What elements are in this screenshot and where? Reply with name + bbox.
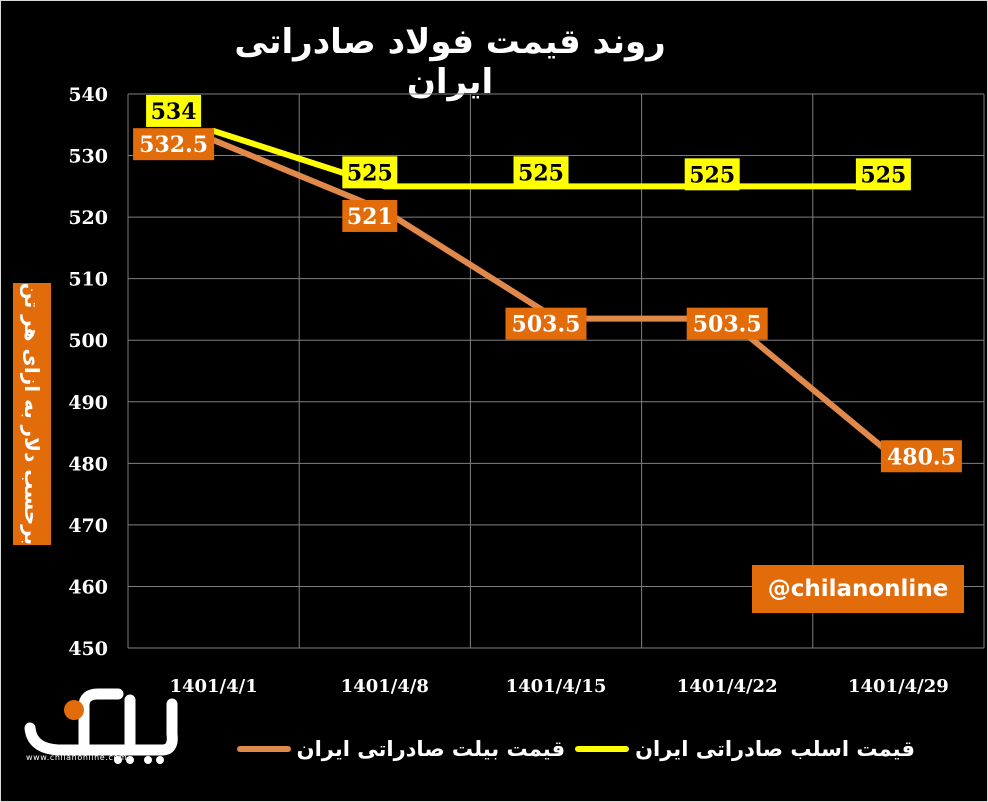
data-label-bg-billet-1 [342,199,398,232]
chart-legend: قیمت اسلب صادراتی ایران قیمت بیلت صادرات… [225,731,915,767]
data-label-bg-slab-2 [513,156,569,189]
data-label-bg-slab-0 [146,94,202,127]
data-label-slab-1: 525 [347,160,393,186]
y-tick-labels: 540 530 520 510 500 490 480 470 460 450 [68,84,108,660]
data-label-bg-billet-0 [133,128,215,161]
y-tick-label-470: 470 [68,515,108,537]
data-label-bg-billet-4 [880,440,962,473]
data-label-slab-3: 525 [689,162,735,188]
data-label-bg-billet-2 [505,307,587,340]
y-tick-label-540: 540 [68,84,108,106]
y-tick-label-510: 510 [68,269,108,291]
data-label-billet-1: 521 [347,204,393,230]
data-label-bg-slab-4 [855,158,911,191]
x-tick-label-0: 1401/4/1 [169,676,257,697]
legend-item-billet: قیمت بیلت صادراتی ایران [236,737,566,761]
y-tick-label-490: 490 [68,392,108,414]
data-label-billet-2: 503.5 [512,312,581,338]
chilan-logo [24,688,178,764]
x-tick-label-1: 1401/4/8 [341,676,429,697]
x-tick-label-3: 1401/4/22 [677,676,778,697]
legend-swatch-slab [575,746,630,752]
x-tick-label-2: 1401/4/15 [506,676,607,697]
legend-label-billet: قیمت بیلت صادراتی ایران [296,737,566,761]
data-label-slab-4: 525 [860,162,906,188]
data-label-slab-2: 525 [518,160,564,186]
x-tick-label-4: 1401/4/29 [848,676,949,697]
chart-title: روند قیمت فولاد صادراتی ایران [234,22,666,102]
y-tick-label-450: 450 [68,638,108,660]
y-tick-label-520: 520 [68,207,108,229]
data-label-bg-slab-1 [342,156,398,189]
x-tick-labels: 1401/4/1 1401/4/8 1401/4/15 1401/4/22 1401/4… [169,676,948,697]
legend-label-slab: قیمت اسلب صادراتی ایران [635,737,915,761]
data-label-bg-slab-3 [684,158,740,191]
y-tick-label-530: 530 [68,146,108,168]
y-axis-label: برحسب دلار به ازای هر تن [20,282,44,546]
data-label-billet-4: 480.5 [887,444,956,470]
data-label-billet-3: 503.5 [693,312,762,338]
data-label-slab-0: 534 [151,99,197,125]
legend-item-slab: قیمت اسلب صادراتی ایران [575,737,915,761]
y-tick-label-480: 480 [68,453,108,475]
y-axis-label-box: برحسب دلار به ازای هر تن [13,283,51,545]
data-label-bg-billet-3 [686,307,768,340]
data-labels: 532.5 521 503.5 503.5 480.5 534 525 525 525 525 [133,94,962,473]
data-label-billet-0: 532.5 [139,132,208,158]
legend-swatch-billet [236,746,291,752]
y-tick-label-460: 460 [68,576,108,598]
watermark-handle: @chilanonline [752,565,964,613]
y-tick-label-500: 500 [68,330,108,352]
logo-site-url: www.chilanonline.com [26,753,128,762]
